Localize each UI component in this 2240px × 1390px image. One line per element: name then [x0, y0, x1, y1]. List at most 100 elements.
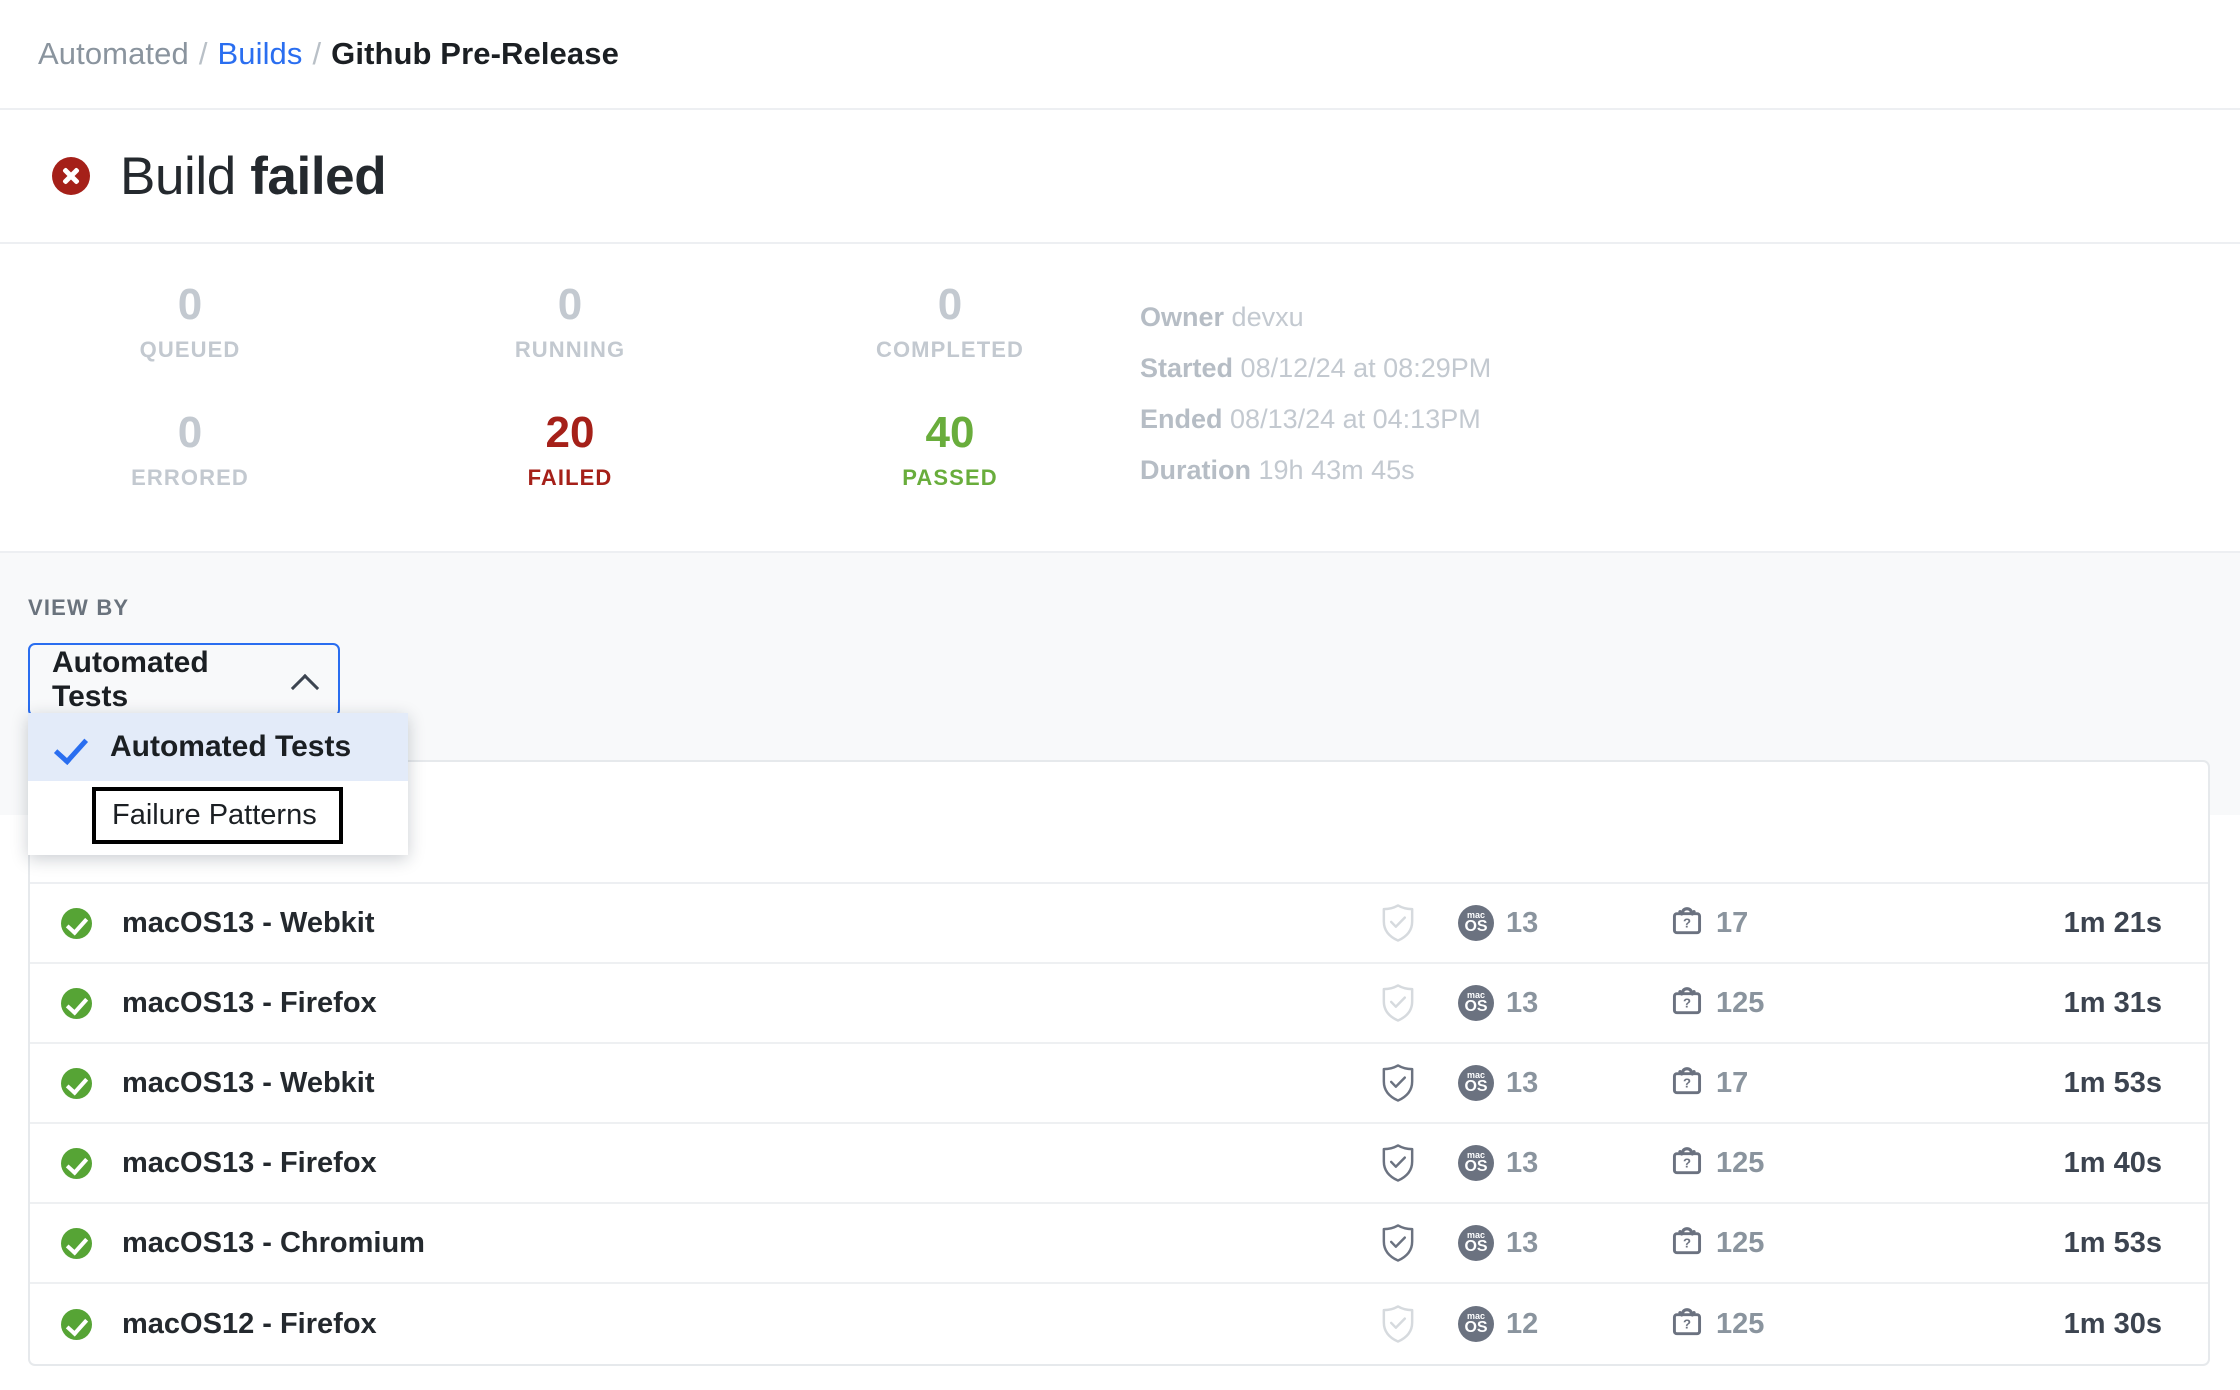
- row-os-cell: mac OS 12: [1458, 1306, 1668, 1342]
- row-status-cell: [30, 1227, 122, 1259]
- macos-icon: mac OS: [1458, 1145, 1494, 1181]
- unknown-browser-icon: ?: [1668, 1142, 1706, 1185]
- counter-value: 0: [937, 280, 963, 329]
- row-browser-count: 125: [1716, 1146, 1765, 1179]
- row-os-cell: mac OS 13: [1458, 1225, 1668, 1261]
- row-name: macOS12 - Firefox: [122, 1307, 377, 1340]
- row-duration: 1m 30s: [2063, 1307, 2162, 1340]
- counter-value: 0: [177, 408, 203, 457]
- macos-icon: mac OS: [1458, 985, 1494, 1021]
- table-row[interactable]: macOS13 - Webkit mac OS 13? 17 1m 21s: [30, 884, 2208, 964]
- svg-text:?: ?: [1683, 1155, 1691, 1170]
- status-pass-icon: [60, 907, 92, 939]
- table-row[interactable]: macOS13 - Chromium mac OS 13? 125 1m 53s: [30, 1204, 2208, 1284]
- counter-value: 0: [177, 280, 203, 329]
- breadcrumb: Automated / Builds / Github Pre-Release: [0, 0, 2240, 110]
- counter-grid: 0 QUEUED 0 RUNNING 0 COMPLETED 0 ERRORED…: [0, 280, 1140, 551]
- row-os-version: 13: [1506, 1226, 1539, 1259]
- view-by-label: VIEW BY: [28, 595, 130, 620]
- view-by-selected-value: Automated Tests: [52, 646, 209, 713]
- row-os-cell: mac OS 13: [1458, 905, 1668, 941]
- row-shield-cell: [1338, 1223, 1458, 1263]
- row-shield-cell: [1338, 1143, 1458, 1183]
- row-duration: 1m 40s: [2063, 1146, 2162, 1179]
- shield-check-icon: [1379, 903, 1417, 943]
- error-circle-icon: [52, 157, 90, 195]
- row-os-version: 12: [1506, 1307, 1539, 1340]
- status-pass-icon: [60, 1067, 92, 1099]
- row-os-cell: mac OS 13: [1458, 1145, 1668, 1181]
- shield-check-icon: [1379, 1304, 1417, 1344]
- counter-value: 20: [545, 408, 595, 457]
- row-os-version: 13: [1506, 1146, 1539, 1179]
- meta-key: Duration: [1140, 455, 1251, 485]
- shield-check-icon: [1379, 1223, 1417, 1263]
- row-name: macOS13 - Firefox: [122, 986, 377, 1019]
- build-summary: 0 QUEUED 0 RUNNING 0 COMPLETED 0 ERRORED…: [0, 244, 2240, 551]
- macos-icon: mac OS: [1458, 1225, 1494, 1261]
- view-by-dropdown-menu[interactable]: Automated Tests Failure Patterns: [28, 713, 408, 855]
- build-meta: Owner devxu Started 08/12/24 at 08:29PM …: [1140, 280, 1491, 551]
- dropdown-option-automated-tests[interactable]: Automated Tests: [28, 713, 408, 781]
- breadcrumb-item-automated[interactable]: Automated: [38, 36, 189, 71]
- row-shield-cell: [1338, 1304, 1458, 1344]
- breadcrumb-item-current: Github Pre-Release: [331, 36, 619, 71]
- table-row[interactable]: macOS13 - Firefox mac OS 13? 125 1m 40s: [30, 1124, 2208, 1204]
- status-pass-icon: [60, 1147, 92, 1179]
- table-row[interactable]: macOS13 - Firefox mac OS 13? 125 1m 31s: [30, 964, 2208, 1044]
- row-duration: 1m 53s: [2063, 1226, 2162, 1259]
- svg-text:?: ?: [1683, 1075, 1691, 1090]
- table-row[interactable]: macOS13 - Webkit mac OS 13? 17 1m 53s: [30, 1044, 2208, 1124]
- build-status-header: Build failed: [0, 110, 2240, 244]
- row-name: macOS13 - Webkit: [122, 1066, 375, 1099]
- meta-value: devxu: [1231, 302, 1304, 332]
- page-title: Build failed: [120, 146, 387, 207]
- svg-text:?: ?: [1683, 915, 1691, 930]
- row-browser-cell: ? 125: [1668, 1142, 1948, 1185]
- meta-ended: Ended 08/13/24 at 04:13PM: [1140, 394, 1491, 445]
- row-shield-cell: [1338, 983, 1458, 1023]
- row-browser-cell: ? 125: [1668, 982, 1948, 1025]
- counter-label: QUEUED: [139, 336, 241, 362]
- unknown-browser-icon: ?: [1668, 902, 1706, 945]
- row-name: macOS13 - Firefox: [122, 1146, 377, 1179]
- counter-queued: 0 QUEUED: [0, 280, 380, 408]
- shield-check-icon: [1379, 1063, 1417, 1103]
- view-by-dropdown-trigger[interactable]: Automated Tests: [28, 643, 340, 717]
- row-duration: 1m 53s: [2063, 1066, 2162, 1099]
- counter-label: ERRORED: [131, 464, 249, 490]
- meta-owner: Owner devxu: [1140, 292, 1491, 343]
- counter-value: 0: [557, 280, 583, 329]
- row-status-cell: [30, 1308, 122, 1340]
- status-pass-icon: [60, 1227, 92, 1259]
- breadcrumb-separator: /: [312, 36, 322, 71]
- dropdown-option-failure-patterns[interactable]: Failure Patterns: [28, 781, 408, 849]
- row-browser-cell: ? 125: [1668, 1303, 1948, 1346]
- row-name: macOS13 - Webkit: [122, 906, 375, 939]
- macos-icon: mac OS: [1458, 905, 1494, 941]
- counter-label: RUNNING: [514, 336, 626, 362]
- row-browser-count: 17: [1716, 906, 1749, 939]
- row-browser-count: 17: [1716, 1066, 1749, 1099]
- dropdown-option-label: Failure Patterns: [92, 786, 343, 844]
- status-prefix: Build: [120, 146, 236, 206]
- svg-text:?: ?: [1683, 1316, 1691, 1331]
- svg-text:?: ?: [1683, 995, 1691, 1010]
- status-pass-icon: [60, 987, 92, 1019]
- row-os-version: 13: [1506, 906, 1539, 939]
- row-shield-cell: [1338, 1063, 1458, 1103]
- svg-text:?: ?: [1683, 1235, 1691, 1250]
- shield-check-icon: [1379, 1143, 1417, 1183]
- row-status-cell: [30, 907, 122, 939]
- counter-completed: 0 COMPLETED: [760, 280, 1140, 408]
- table-row[interactable]: macOS12 - Firefox mac OS 12? 125 1m 30s: [30, 1284, 2208, 1364]
- shield-check-icon: [1379, 983, 1417, 1023]
- unknown-browser-icon: ?: [1668, 1062, 1706, 1105]
- meta-value: 19h 43m 45s: [1258, 455, 1415, 485]
- row-browser-count: 125: [1716, 986, 1765, 1019]
- unknown-browser-icon: ?: [1668, 982, 1706, 1025]
- macos-icon: mac OS: [1458, 1065, 1494, 1101]
- breadcrumb-item-builds[interactable]: Builds: [217, 36, 303, 71]
- row-os-version: 13: [1506, 986, 1539, 1019]
- status-word: failed: [250, 146, 387, 206]
